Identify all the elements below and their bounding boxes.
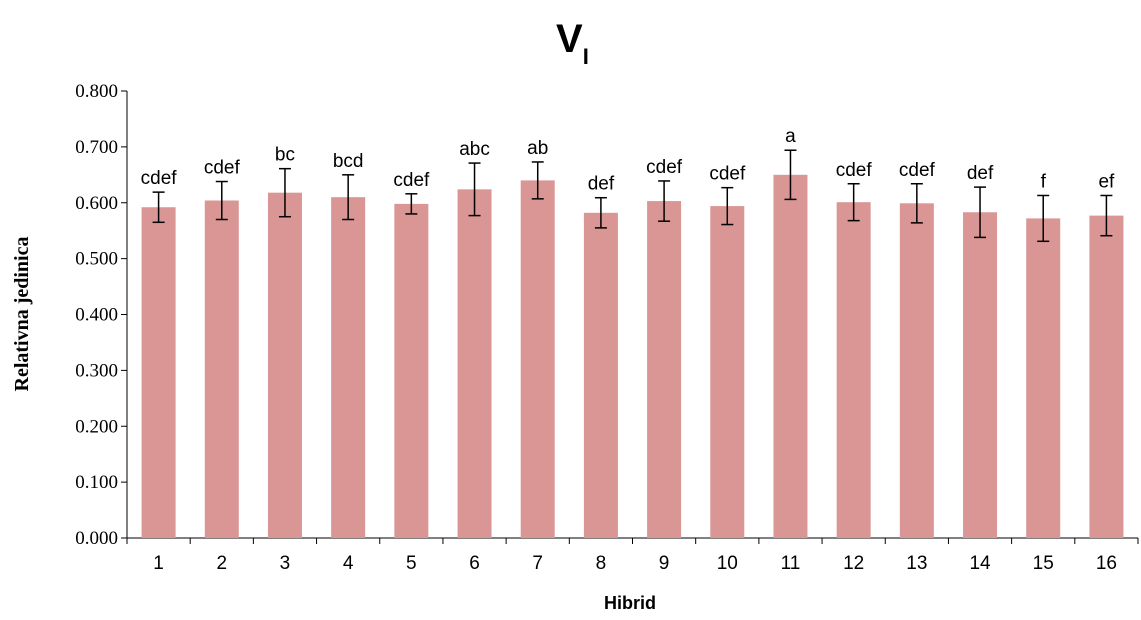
x-tick-label: 10 — [717, 553, 738, 574]
y-axis-label: Relativna jedinica — [11, 237, 33, 392]
data-label: ab — [527, 138, 548, 159]
x-tick-label: 11 — [781, 553, 801, 574]
y-tick-label: 0.500 — [75, 249, 118, 270]
data-label: f — [1041, 171, 1047, 192]
y-tick-label: 0.400 — [75, 305, 118, 326]
data-label: def — [588, 174, 615, 195]
data-label: cdef — [393, 170, 430, 191]
bar — [394, 203, 429, 538]
x-tick-label: 7 — [532, 553, 543, 574]
bar — [583, 212, 618, 538]
y-tick-label: 0.300 — [75, 360, 118, 381]
bar — [267, 192, 302, 538]
y-tick-label: 0.600 — [75, 193, 118, 214]
bar — [1026, 218, 1061, 538]
y-tick-label: 0.000 — [75, 528, 118, 549]
x-tick-label: 3 — [280, 553, 291, 574]
x-tick-label: 16 — [1096, 553, 1117, 574]
data-label: cdef — [836, 160, 873, 181]
y-tick-label: 0.700 — [75, 137, 118, 158]
data-label: cdef — [899, 160, 936, 181]
data-label: bc — [275, 145, 295, 166]
data-label: ef — [1098, 171, 1115, 192]
data-label: cdef — [709, 164, 746, 185]
x-tick-label: 4 — [343, 553, 354, 574]
x-tick-label: 8 — [596, 553, 607, 574]
data-label: bcd — [333, 151, 364, 172]
data-label: def — [967, 163, 994, 184]
bar — [520, 180, 555, 538]
bar — [773, 174, 808, 538]
x-axis-label: Hibrid — [604, 593, 656, 613]
x-tick-label: 14 — [969, 553, 991, 574]
chart-title-main: V — [556, 17, 583, 61]
data-label: abc — [459, 139, 490, 160]
bar — [457, 189, 492, 538]
x-tick-label: 15 — [1033, 553, 1054, 574]
data-label: cdef — [141, 168, 178, 189]
bar — [710, 206, 745, 539]
data-label: a — [785, 126, 796, 147]
chart-title: VI — [556, 17, 589, 69]
x-tick-label: 2 — [216, 553, 227, 574]
x-tick-label: 5 — [406, 553, 417, 574]
bar — [204, 200, 239, 538]
chart-title-subscript: I — [583, 44, 589, 69]
x-tick-label: 13 — [906, 553, 927, 574]
bar — [141, 207, 176, 538]
data-label: cdef — [204, 158, 241, 179]
y-tick-label: 0.200 — [75, 416, 118, 437]
y-tick-label: 0.100 — [75, 472, 118, 493]
x-tick-label: 12 — [843, 553, 864, 574]
x-tick-label: 1 — [153, 553, 164, 574]
bar — [836, 202, 871, 538]
x-tick-label: 9 — [659, 553, 670, 574]
bar — [1089, 215, 1124, 538]
plot-area: 0.000 0.100 0.200 0.300 0.400 0.500 0.600 0.700… — [75, 81, 1139, 574]
bar — [899, 203, 934, 538]
x-tick-label: 6 — [469, 553, 480, 574]
y-tick-label: 0.800 — [75, 81, 118, 102]
bar — [331, 197, 366, 538]
bar — [963, 212, 998, 538]
bar — [647, 201, 682, 539]
data-label: cdef — [646, 157, 683, 178]
